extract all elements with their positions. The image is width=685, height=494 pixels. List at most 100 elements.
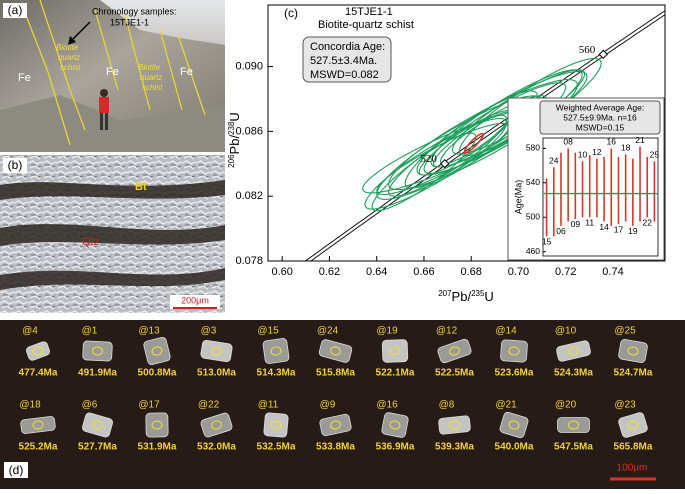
age-label: 532.0Ma xyxy=(197,442,236,453)
x-tick-label: 0.66 xyxy=(413,266,434,278)
analysis-spot xyxy=(389,420,401,430)
zircon xyxy=(263,412,289,438)
age-label: 533.8Ma xyxy=(316,442,355,453)
zircon xyxy=(81,412,114,438)
spot-label: @9 xyxy=(320,400,336,411)
spot-label: @15 xyxy=(257,326,279,337)
spot-label: @18 xyxy=(19,400,41,411)
age-label: 513.0Ma xyxy=(197,368,236,379)
zircon-grain xyxy=(381,412,409,438)
x-label-part: 235 xyxy=(471,289,485,298)
spot-label: 08 xyxy=(563,137,573,147)
arrow-head xyxy=(68,36,76,45)
x-tick-label: 0.62 xyxy=(319,266,340,278)
label-box xyxy=(3,158,27,173)
inset-y-tick-label: 460 xyxy=(526,246,540,256)
analysis-spot xyxy=(151,346,163,356)
zircon-grain xyxy=(263,412,289,438)
spot-label: 17 xyxy=(614,224,624,234)
mineral-label: Bt xyxy=(135,181,147,193)
inset-y-tick-label: 580 xyxy=(526,143,540,153)
age-label: 524.3Ma xyxy=(554,368,593,379)
age-marker xyxy=(598,49,608,60)
x-axis-label: 207Pb/235U xyxy=(438,289,494,304)
plot-frame xyxy=(267,4,666,262)
age-label: 515.8Ma xyxy=(316,368,355,379)
panel-label: (a) xyxy=(8,3,23,17)
y-tick-label: 0.090 xyxy=(235,60,263,72)
zircon xyxy=(618,412,648,438)
age-label: 547.5Ma xyxy=(554,442,593,453)
analysis-spot xyxy=(627,346,639,356)
spot-label: 22 xyxy=(642,217,652,227)
x-label-part: Pb/ xyxy=(452,289,472,304)
analysis-spot xyxy=(92,346,103,356)
age-label: 477.4Ma xyxy=(19,368,58,379)
age-label: 525.2Ma xyxy=(19,442,58,453)
analysis-spot xyxy=(568,346,579,356)
age-label: 523.6Ma xyxy=(495,368,534,379)
zircon-grain xyxy=(81,412,114,438)
spot-label: @13 xyxy=(138,326,160,337)
zircon xyxy=(499,411,529,439)
annotation: Concordia Age: xyxy=(310,41,385,53)
y-label-part: 206 xyxy=(227,154,236,168)
mineral-label: Qtz xyxy=(82,236,99,248)
analysis-spot xyxy=(32,346,44,356)
analysis-spot xyxy=(92,420,103,430)
analysis-spot xyxy=(508,420,520,430)
inset-title: 527.5±9.9Ma. n=16 xyxy=(563,112,637,122)
analysis-spot xyxy=(508,346,520,356)
inset-title-box xyxy=(539,100,661,135)
analysis-spot xyxy=(627,420,639,430)
zircon-grain xyxy=(381,339,409,363)
biotite-bands xyxy=(0,180,225,290)
zircon-grain xyxy=(437,338,472,364)
spot-label: 19 xyxy=(628,226,638,236)
schist-label: Biotite xyxy=(56,43,79,52)
spot-label: 25 xyxy=(650,150,660,160)
analysis-spot xyxy=(211,346,222,356)
spot-label: 15 xyxy=(542,236,552,246)
rock-label: Fe xyxy=(106,66,119,78)
zircon-grain xyxy=(143,337,171,365)
zircon-grain xyxy=(556,340,591,362)
zircon xyxy=(262,338,290,364)
schist-label: quartz xyxy=(140,73,162,82)
spot-label: @20 xyxy=(555,400,577,411)
spot-label: @3 xyxy=(201,326,217,337)
zircon-grain xyxy=(318,339,353,363)
zircon-grain xyxy=(500,339,528,363)
age-label: 524.7Ma xyxy=(614,368,653,379)
spot-label: @19 xyxy=(376,326,398,337)
y-label-part: 238 xyxy=(227,121,236,135)
spot-label: 21 xyxy=(635,135,645,145)
schist-label: quartz xyxy=(58,53,80,62)
zircon-grain xyxy=(145,412,169,438)
analysis-spot xyxy=(211,420,222,430)
age-label: 565.8Ma xyxy=(614,442,653,453)
zircon-grain xyxy=(618,339,648,363)
age-label: 560 xyxy=(579,44,596,56)
panel-d: (d) 100μm @4 477.4Ma @1 491.9Ma @13 500.8Ma @3… xyxy=(0,320,685,489)
zircon xyxy=(82,340,113,362)
age-label: 522.1Ma xyxy=(376,368,415,379)
spot-label: 16 xyxy=(607,137,617,147)
age-label: 520 xyxy=(420,153,437,165)
analysis-spot xyxy=(270,420,282,430)
x-tick-label: 0.72 xyxy=(555,266,576,278)
y-tick-label: 0.082 xyxy=(235,190,263,202)
zircon xyxy=(200,339,233,363)
age-label: 540.0Ma xyxy=(495,442,534,453)
age-label: 531.9Ma xyxy=(138,442,177,453)
age-label: 500.8Ma xyxy=(138,368,177,379)
x-tick-label: 0.70 xyxy=(508,266,529,278)
arrow xyxy=(69,21,91,43)
x-tick-label: 0.64 xyxy=(366,266,387,278)
error-ellipse xyxy=(376,122,510,196)
zircon xyxy=(25,341,51,361)
spot-label: 14 xyxy=(599,222,609,232)
spot-label: @25 xyxy=(614,326,636,337)
spot-label: @1 xyxy=(82,326,98,337)
